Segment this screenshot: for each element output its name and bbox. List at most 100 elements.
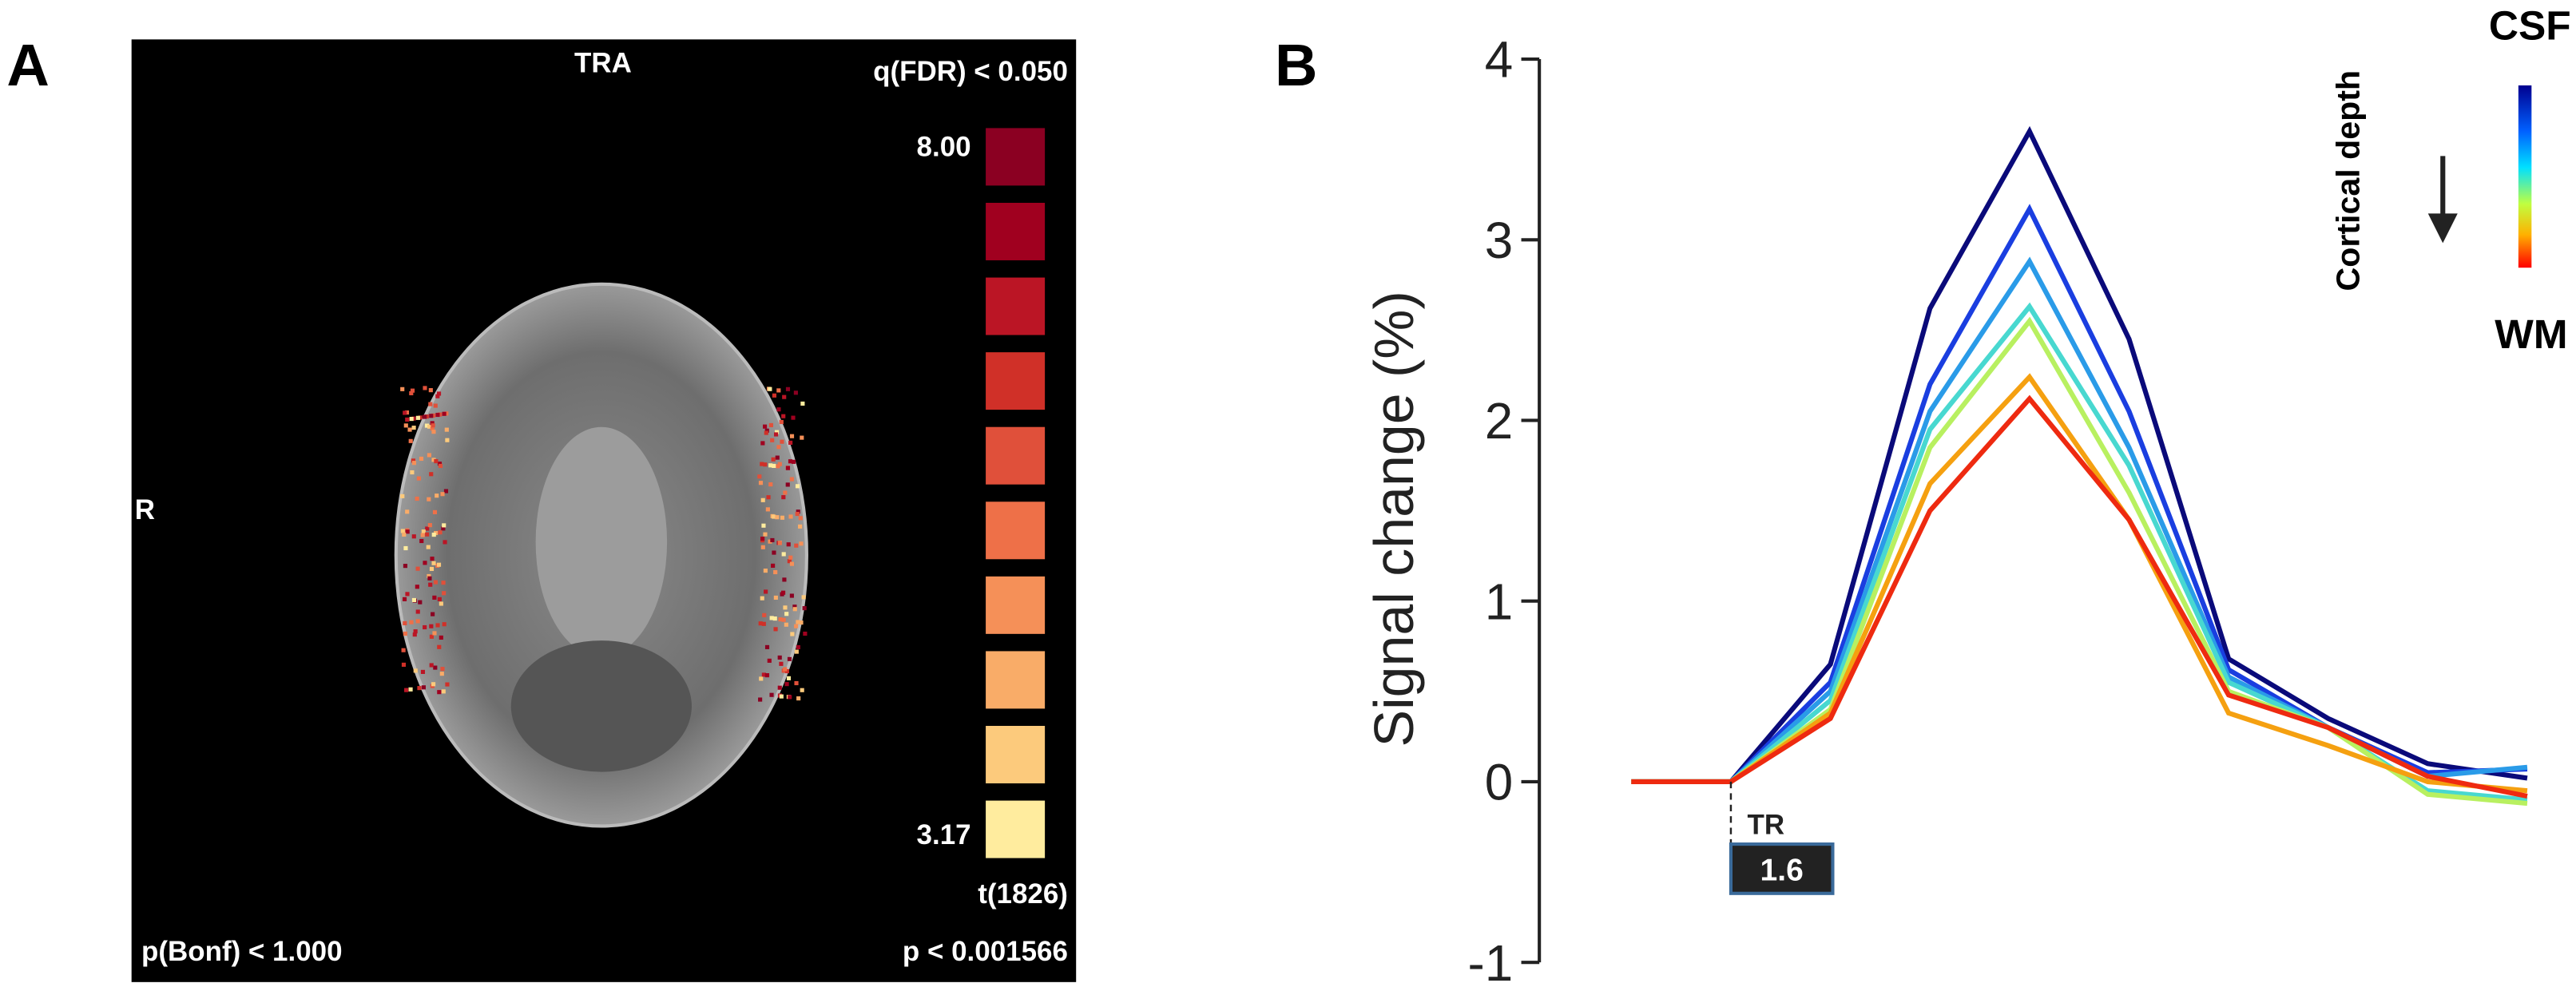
- activation-voxel: [789, 593, 794, 598]
- activation-voxel: [432, 509, 438, 514]
- activation-voxel: [764, 589, 768, 594]
- activation-voxel: [780, 439, 784, 444]
- cerebellum: [510, 640, 692, 772]
- activation-voxel: [760, 462, 764, 466]
- activation-voxel: [439, 672, 444, 676]
- activation-voxel: [431, 561, 436, 565]
- activation-voxel: [444, 427, 449, 432]
- activation-voxel: [788, 695, 792, 700]
- activation-voxel: [416, 476, 421, 481]
- activation-voxel: [403, 631, 407, 636]
- activation-voxel: [400, 529, 405, 533]
- colorbar-bottom: WM: [2495, 311, 2567, 357]
- activation-voxel: [436, 562, 442, 567]
- activation-voxel: [435, 394, 440, 398]
- activation-voxel: [764, 673, 770, 678]
- series-line: [1631, 125, 2528, 785]
- activation-voxel: [800, 435, 804, 440]
- activation-voxel: [792, 607, 797, 612]
- activation-voxel: [429, 472, 434, 477]
- activation-voxel: [781, 495, 786, 500]
- activation-voxel: [766, 495, 771, 500]
- activation-voxel: [773, 595, 778, 601]
- activation-voxel: [792, 459, 796, 464]
- activation-voxel: [403, 410, 407, 415]
- activation-voxel: [767, 658, 772, 663]
- activation-voxel: [764, 644, 770, 649]
- activation-voxel: [801, 595, 806, 600]
- activation-voxel: [788, 440, 793, 445]
- activation-voxel: [800, 688, 804, 692]
- activation-voxel: [421, 685, 426, 690]
- activation-voxel: [410, 388, 415, 393]
- activation-voxel: [442, 591, 447, 596]
- activation-voxel: [772, 550, 776, 555]
- activation-voxel: [419, 538, 424, 544]
- activation-voxel: [401, 648, 406, 652]
- activation-voxel: [758, 621, 763, 626]
- activation-voxel: [413, 629, 418, 634]
- activation-voxel: [785, 466, 791, 470]
- activation-voxel: [441, 581, 446, 585]
- activation-voxel: [422, 414, 427, 419]
- activation-voxel: [775, 455, 780, 460]
- y-tick-label: 3: [1485, 212, 1513, 269]
- activation-voxel: [428, 582, 433, 587]
- activation-voxel: [431, 413, 436, 418]
- activation-voxel: [781, 590, 786, 595]
- activation-voxel: [789, 477, 794, 482]
- activation-voxel: [783, 490, 788, 495]
- activation-voxel: [785, 482, 790, 487]
- activation-voxel: [783, 605, 788, 610]
- activation-voxel: [429, 566, 435, 572]
- series-line: [1631, 394, 2528, 799]
- activation-voxel: [407, 427, 412, 432]
- activation-voxel: [439, 635, 443, 640]
- scale-swatch: [986, 576, 1046, 634]
- activation-voxel: [758, 697, 763, 702]
- activation-voxel: [415, 609, 420, 614]
- activation-voxel: [770, 537, 775, 543]
- activation-voxel: [427, 453, 431, 458]
- activation-voxel: [419, 456, 424, 462]
- activation-voxel: [437, 597, 442, 601]
- activation-voxel: [427, 424, 432, 429]
- activation-voxel: [441, 526, 446, 531]
- activation-voxel: [445, 682, 450, 687]
- scale-swatch: [986, 726, 1046, 783]
- activation-voxel: [409, 620, 414, 624]
- activation-voxel: [442, 523, 447, 528]
- activation-voxel: [431, 458, 436, 462]
- activation-voxel: [439, 601, 443, 606]
- activation-voxel: [788, 514, 793, 519]
- activation-voxel: [777, 541, 782, 545]
- activation-voxel: [768, 463, 773, 468]
- activation-voxel: [791, 415, 796, 420]
- activation-voxel: [775, 515, 780, 520]
- activation-voxel: [796, 644, 800, 650]
- activation-voxel: [441, 689, 446, 694]
- activation-voxel: [415, 415, 420, 420]
- activation-voxel: [772, 514, 776, 519]
- activation-voxel: [789, 561, 795, 566]
- activation-voxel: [426, 545, 431, 549]
- activation-voxel: [796, 696, 801, 701]
- activation-voxel: [778, 617, 783, 622]
- y-tick-label: 4: [1485, 31, 1513, 89]
- activation-voxel: [763, 462, 768, 467]
- activation-voxel: [415, 585, 419, 589]
- activation-voxel: [418, 600, 423, 604]
- activation-voxel: [793, 390, 798, 395]
- scale-swatch: [986, 800, 1046, 858]
- stat: t(1826): [978, 878, 1068, 910]
- activation-voxel: [785, 386, 791, 391]
- activation-voxel: [794, 680, 799, 686]
- activation-voxel: [435, 494, 439, 498]
- activation-voxel: [768, 422, 773, 427]
- activation-voxel: [437, 462, 443, 466]
- activation-voxel: [796, 509, 800, 514]
- series-line: [1631, 316, 2528, 807]
- activation-voxel: [436, 391, 442, 396]
- activation-voxel: [420, 533, 425, 537]
- activation-voxel: [424, 423, 430, 428]
